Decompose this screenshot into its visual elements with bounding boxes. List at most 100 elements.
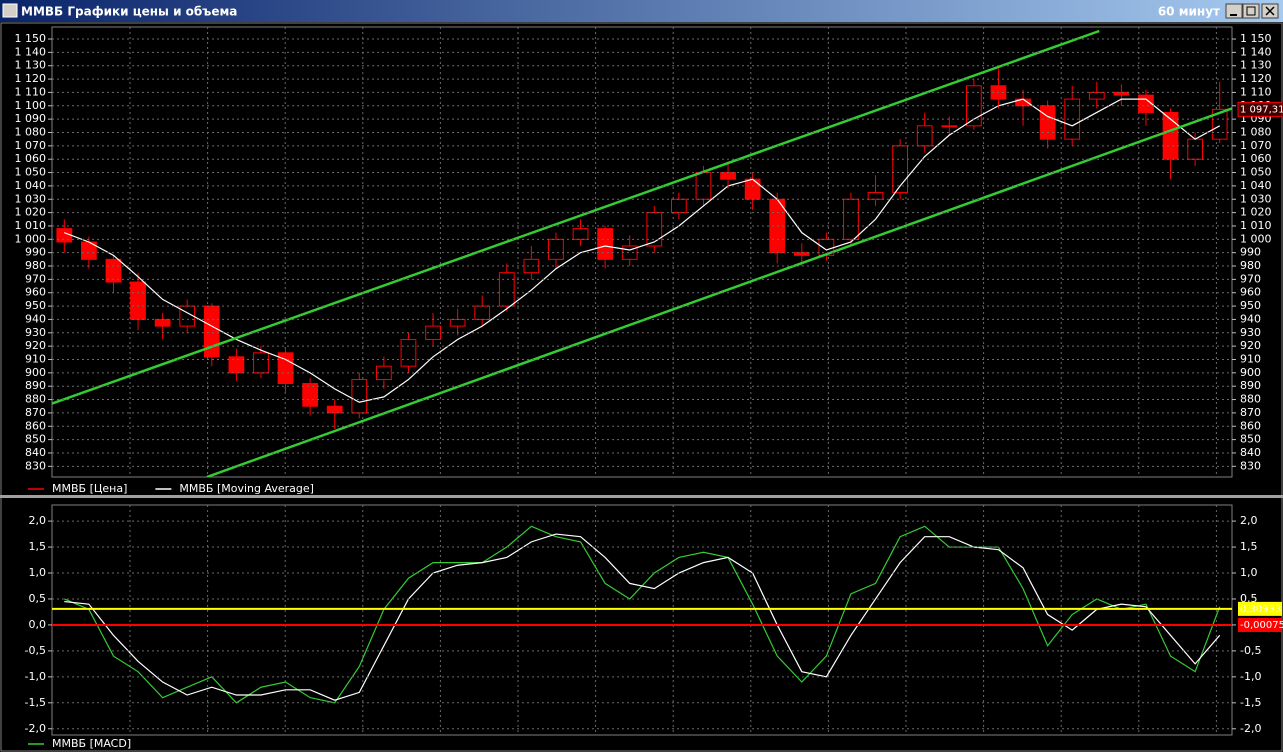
close-glyph (1265, 6, 1275, 16)
candle-body (400, 338, 417, 367)
y-tick-label: 830 (1240, 459, 1261, 472)
y-tick-label: 940 (25, 312, 46, 325)
candle-body (572, 228, 589, 240)
series-line (64, 533, 1221, 701)
y-tick-label: -1,0 (25, 670, 46, 683)
y-tick-label: 840 (25, 446, 46, 459)
y-tick-label: 870 (1240, 406, 1261, 419)
maximize-button[interactable] (1242, 3, 1260, 19)
y-tick-label: -1,5 (25, 696, 46, 709)
y-tick-label: 1 050 (15, 166, 47, 179)
y-tick-label: 940 (1240, 312, 1261, 325)
candle-body (867, 192, 884, 200)
y-tick-label: 920 (25, 339, 46, 352)
y-tick-label: 980 (25, 259, 46, 272)
y-tick-label: 1 070 (1240, 139, 1272, 152)
app-icon (2, 3, 18, 18)
y-tick-label: 1 050 (1240, 166, 1272, 179)
plot-frame (51, 504, 1233, 736)
last-price-tag (1237, 101, 1283, 117)
trend-line (52, 29, 1100, 405)
y-tick-label: 1 030 (15, 192, 47, 205)
legend-label: ММВБ [Цена] (52, 482, 127, 495)
y-tick-label: 1 010 (15, 219, 47, 232)
legend-label: ММВБ [Moving Average] (179, 482, 314, 495)
y-tick-label: 1 060 (1240, 152, 1272, 165)
timeframe[interactable]: 60 минут (1158, 5, 1220, 19)
series-line (64, 98, 1220, 403)
y-tick-label: 970 (25, 272, 46, 285)
y-tick-label: 0,0 (29, 618, 47, 631)
y-tick-label: 970 (1240, 272, 1261, 285)
candle-body (498, 272, 515, 307)
y-tick-label: 930 (1240, 326, 1261, 339)
y-tick-label: 2,0 (1240, 514, 1258, 527)
candle-body (843, 198, 859, 240)
title-bar (0, 0, 1283, 22)
y-tick-label: 1 150 (1240, 32, 1272, 45)
candle-body (744, 178, 761, 200)
candle-body (105, 258, 122, 283)
y-tick-label: 990 (25, 246, 46, 259)
candle-body (720, 172, 736, 180)
y-tick-label: 1 120 (15, 72, 47, 85)
y-tick-label: 930 (25, 326, 46, 339)
y-tick-label: 850 (1240, 433, 1261, 446)
y-tick-label: 1 140 (1240, 45, 1272, 58)
candle-body (1113, 91, 1130, 96)
candle-body (1039, 105, 1056, 140)
y-tick-label: 890 (25, 379, 46, 392)
candle-body (671, 198, 687, 214)
candle-body (474, 305, 491, 320)
maximize-glyph (1246, 6, 1256, 16)
last-price-label: 1 097,31 (1240, 104, 1283, 115)
y-tick-label: 1 020 (15, 206, 47, 219)
y-tick-label: 880 (1240, 393, 1261, 406)
candle-body (597, 228, 613, 260)
y-tick-label: 0,5 (1240, 592, 1258, 605)
level-tag (1238, 617, 1282, 632)
y-tick-label: 900 (25, 366, 46, 379)
candle-body (277, 352, 294, 385)
trend-line (206, 107, 1232, 477)
candle-body (130, 281, 146, 320)
y-tick-label: 0,5 (29, 592, 47, 605)
y-tick-label: 1 030 (1240, 192, 1272, 205)
level-label: 0,30933 (1240, 604, 1281, 615)
y-tick-label: 1 040 (1240, 179, 1272, 192)
y-tick-label: 1 100 (15, 99, 47, 112)
y-tick-label: 990 (1240, 246, 1261, 259)
panel-separator (0, 495, 1283, 498)
level-tag (1238, 601, 1282, 616)
y-tick-label: -0,5 (1240, 644, 1261, 657)
candle-body (1088, 91, 1105, 100)
candle-body (1162, 111, 1179, 160)
y-tick-label: 1 110 (1240, 85, 1272, 98)
candle-body (548, 238, 564, 260)
y-tick-label: 880 (25, 393, 46, 406)
y-tick-label: 830 (25, 459, 46, 472)
y-tick-label: 950 (1240, 299, 1261, 312)
y-tick-label: 890 (1240, 379, 1261, 392)
y-tick-label: 1 010 (1240, 219, 1272, 232)
y-tick-label: 1 130 (15, 59, 47, 72)
candle-body (326, 405, 343, 414)
y-tick-label: 910 (1240, 352, 1261, 365)
y-tick-label: -2,0 (25, 722, 46, 735)
candle-body (523, 258, 540, 274)
y-tick-label: 1,0 (1240, 566, 1258, 579)
y-tick-label: -1,0 (1240, 670, 1261, 683)
candle-body (449, 318, 466, 327)
y-tick-label: 840 (1240, 446, 1261, 459)
y-tick-label: 1 140 (15, 45, 47, 58)
y-tick-label: 1 120 (1240, 72, 1272, 85)
plot (64, 525, 1221, 704)
y-tick-label: 860 (25, 419, 46, 432)
candle-body (646, 212, 663, 247)
y-tick-label: 1 150 (15, 32, 47, 45)
y-tick-label: 1 060 (15, 152, 47, 165)
y-tick-label: 1 080 (1240, 125, 1272, 138)
y-tick-label: 1,0 (29, 566, 47, 579)
